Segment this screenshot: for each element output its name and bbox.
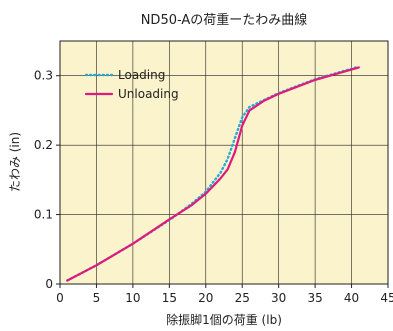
x-tick-label: 5 xyxy=(93,291,101,305)
y-axis-label: たわみ (in) xyxy=(8,132,22,192)
chart-title: ND50-Aの荷重ーたわみ曲線 xyxy=(141,12,308,28)
plot-area xyxy=(59,40,389,285)
y-tick-label: 0.3 xyxy=(34,69,53,83)
x-tick-label: 10 xyxy=(125,291,140,305)
x-tick-label: 20 xyxy=(198,291,213,305)
x-tick-label: 30 xyxy=(271,291,286,305)
x-tick-label: 40 xyxy=(344,291,359,305)
x-tick-label: 25 xyxy=(235,291,250,305)
legend-label-loading: Loading xyxy=(118,68,165,82)
legend: Loading Unloading xyxy=(84,68,179,101)
legend-label-unloading: Unloading xyxy=(118,87,179,101)
x-axis-label: 除振脚1個の荷重 (lb) xyxy=(166,312,282,327)
x-tick-label: 45 xyxy=(380,291,393,305)
series-line-unloading xyxy=(66,66,360,282)
series-lines xyxy=(66,65,360,282)
x-tick-label: 35 xyxy=(307,291,322,305)
y-tick-label: 0.2 xyxy=(34,138,53,152)
axis-ticks: 0 5 10 15 20 25 30 35 40 45 0 0.1 0.2 0.3 xyxy=(34,69,393,305)
x-tick-label: 0 xyxy=(56,291,64,305)
y-tick-label: 0 xyxy=(45,277,53,291)
x-tick-label: 15 xyxy=(162,291,177,305)
y-tick-label: 0.1 xyxy=(34,208,53,222)
grid-lines xyxy=(60,41,388,284)
